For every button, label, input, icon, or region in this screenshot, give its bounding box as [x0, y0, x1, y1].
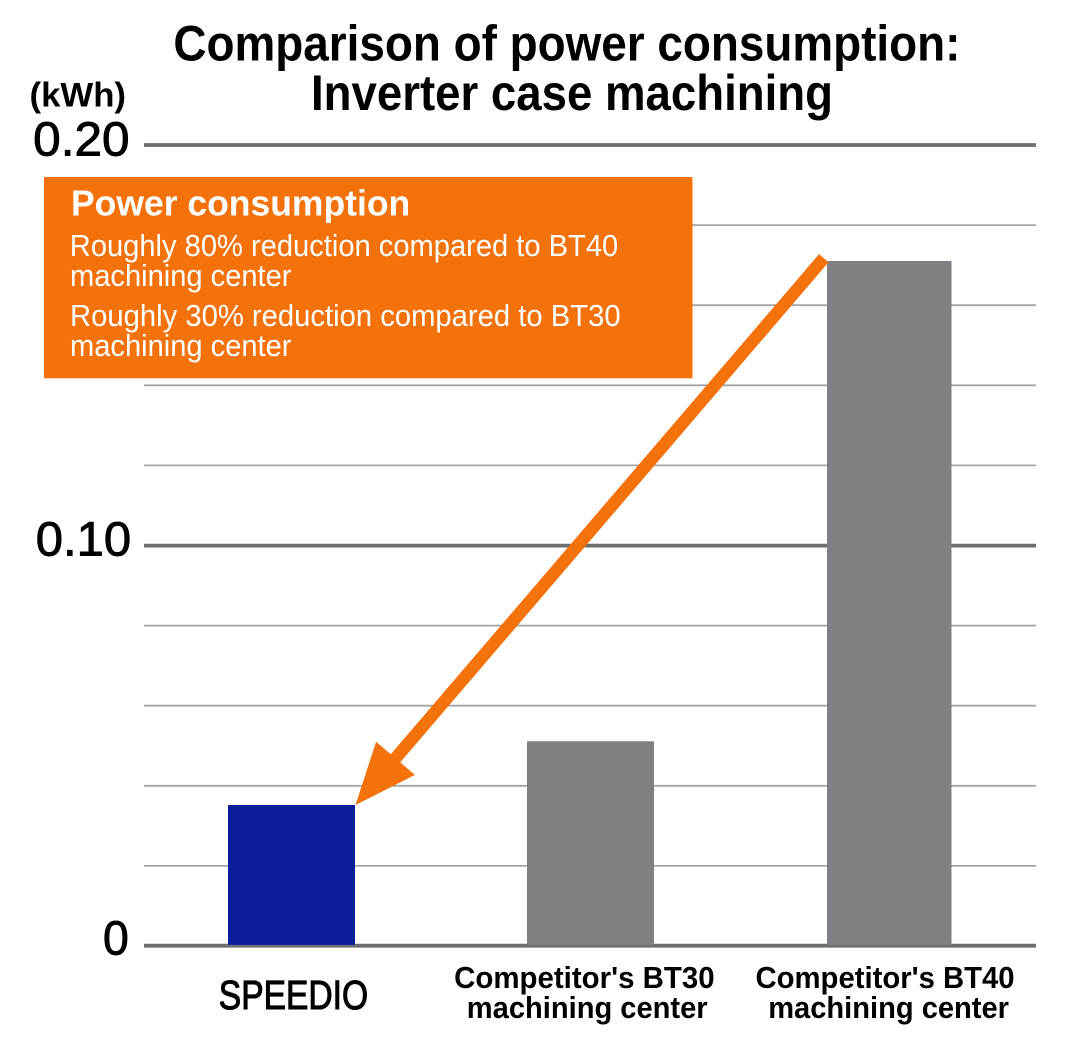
svg-text:machining center: machining center	[70, 328, 292, 363]
svg-text:Roughly 80% reduction compared: Roughly 80% reduction compared to BT40	[70, 228, 618, 263]
svg-text:0.10: 0.10	[36, 514, 131, 567]
svg-text:Competitor's BT30: Competitor's BT30	[454, 960, 714, 995]
svg-text:Competitor's BT40: Competitor's BT40	[756, 960, 1015, 995]
svg-text:machining center: machining center	[467, 990, 708, 1025]
svg-text:0: 0	[103, 913, 129, 966]
svg-text:0.20: 0.20	[33, 113, 129, 166]
svg-text:Comparison of power consumptio: Comparison of power consumption:	[173, 16, 960, 72]
svg-text:(kWh): (kWh)	[30, 77, 127, 115]
svg-text:Inverter case machining: Inverter case machining	[311, 65, 833, 121]
svg-text:Roughly 30% reduction compared: Roughly 30% reduction compared to BT30	[70, 298, 621, 333]
svg-text:Power consumption: Power consumption	[71, 183, 410, 224]
svg-text:SPEEDIO: SPEEDIO	[219, 972, 368, 1018]
svg-text:machining center: machining center	[70, 258, 292, 293]
svg-text:machining center: machining center	[768, 990, 1009, 1025]
